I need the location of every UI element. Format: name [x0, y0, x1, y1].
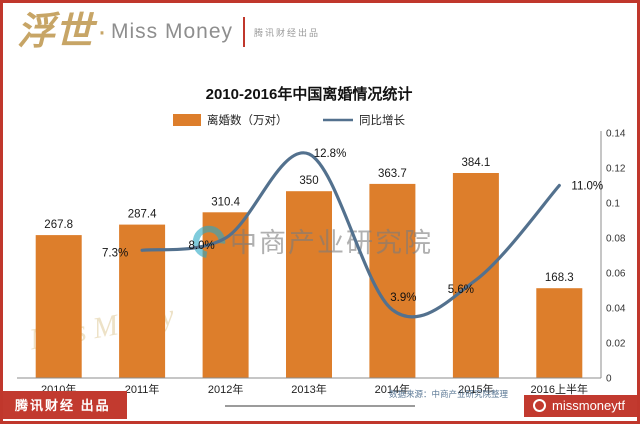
brand-header: 浮世 · Miss Money 腾讯财经出品: [17, 13, 320, 51]
x-axis-category-label: 2011年: [125, 382, 160, 396]
x-axis-category-label: 2016上半年: [531, 382, 588, 396]
right-axis-tick-label: 0.02: [606, 339, 626, 350]
wechat-id-text: missmoneytf: [552, 398, 625, 413]
right-axis-tick-label: 0.08: [606, 234, 626, 245]
chart-title: 2010-2016年中国离婚情况统计: [205, 86, 413, 103]
divorce-statistics-chart: 离婚数（万对） 同比增长 267.8 287.4 310.4 350 363.7 384.1 1…: [17, 113, 626, 399]
x-axis-category-label: 2014年: [375, 382, 410, 396]
wechat-ring-icon: [533, 399, 547, 412]
data-source-note: 数据来源：中商产业研究院整理: [389, 389, 509, 399]
right-axis-tick-label: 0.12: [606, 164, 626, 175]
bar: [536, 288, 583, 378]
bar: [286, 191, 332, 378]
bar-value-label: 168.3: [545, 272, 574, 284]
bar-value-label: 384.1: [462, 157, 491, 169]
bar: [369, 183, 416, 378]
bar: [452, 173, 499, 378]
right-axis-tick-label: 0: [606, 374, 612, 385]
bar-value-label: 287.4: [128, 209, 157, 221]
bar: [202, 212, 249, 378]
right-axis-tick-label: 0.1: [606, 199, 620, 210]
brand-logo-english: Miss Money: [111, 20, 234, 43]
growth-trend-line: [140, 151, 561, 319]
right-axis-tick-label: 0.06: [606, 269, 626, 280]
center-watermark: 中商产业研究院: [192, 225, 433, 259]
bar: [35, 235, 82, 378]
tencent-finance-badge: 腾讯财经 出品: [3, 391, 127, 419]
x-axis-category-label: 2013年: [291, 382, 326, 396]
red-divider-bar: [243, 17, 246, 47]
line-value-label: 12.8%: [314, 148, 347, 160]
bar-value-label: 363.7: [378, 168, 407, 180]
line-value-label: 8.0%: [188, 240, 214, 252]
wechat-id-badge: missmoneytf: [524, 395, 637, 417]
right-axis-tick-label: 0.04: [606, 304, 626, 315]
bar-value-label: 350: [299, 175, 318, 187]
bar-value-label: 310.4: [211, 196, 240, 208]
bar-value-label: 267.8: [44, 219, 73, 231]
line-value-label: 5.6%: [448, 284, 474, 296]
legend: 离婚数（万对） 同比增长: [173, 113, 405, 127]
footer-divider-line: [225, 405, 415, 407]
brand-logo-chinese: 浮世: [17, 11, 94, 53]
x-axis-category-label: 2015年: [458, 382, 493, 396]
watermark-text: 中商产业研究院: [230, 228, 433, 258]
brand-tagline: 腾讯财经出品: [254, 27, 321, 38]
line-value-label: 7.3%: [102, 247, 128, 259]
line-value-label: 3.9%: [390, 292, 416, 304]
bar-series: 267.8 287.4 310.4 350 363.7 384.1 168.3: [35, 157, 583, 378]
legend-bar-swatch: [173, 114, 201, 126]
line-series: 7.3% 8.0% 12.8% 3.9% 5.6% 11.0%: [102, 148, 603, 319]
x-axis-category-label: 2012年: [208, 382, 243, 396]
legend-line-label: 同比增长: [359, 113, 405, 127]
askci-logo-icon: [192, 225, 226, 259]
logo-separator-dot: ·: [97, 15, 108, 48]
legend-bar-label: 离婚数（万对）: [207, 113, 288, 127]
right-axis-tick-label: 0.14: [606, 129, 626, 140]
line-value-label: 11.0%: [571, 181, 603, 193]
